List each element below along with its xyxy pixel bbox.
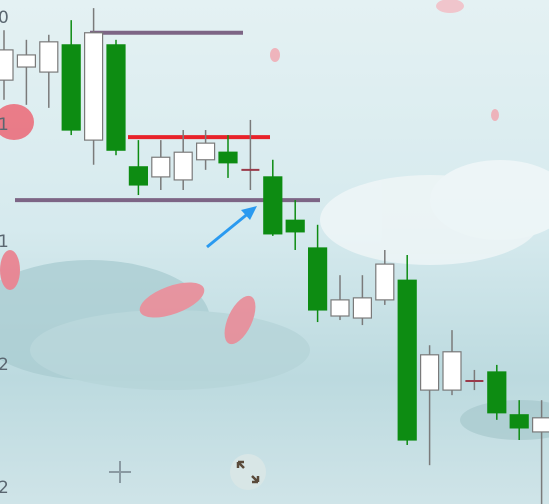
candle-body [308,247,328,311]
scenery [0,0,549,440]
candle-body [285,219,305,233]
candle-body [263,176,283,235]
y-tick-label: 1 [0,115,9,135]
candle-body [61,44,81,131]
candle-body [531,417,549,433]
candle-body [442,351,462,391]
candle-body [106,44,126,151]
plot: 0 1 1 2 2 [0,8,549,504]
candle-body [196,142,216,161]
candle-body [330,299,350,317]
arrow-head [241,206,257,220]
candle-body [16,54,36,68]
expand-icon[interactable] [230,454,266,490]
candle-body [151,156,171,178]
candle-body [487,371,507,414]
y-tick-label: 0 [0,8,9,28]
candle-body [397,279,417,441]
crosshair-icon[interactable] [109,461,131,483]
candle-body [509,414,529,429]
y-tick-label: 1 [0,232,9,252]
candle-body [218,151,238,164]
candle-body [83,32,104,141]
candle-body [420,354,440,391]
candle-body [39,41,59,73]
candle-body [173,151,193,181]
candle-body [352,297,372,319]
y-tick-label: 2 [0,355,9,375]
candle-body [128,166,148,186]
candle-body [0,49,14,81]
y-tick-label: 2 [0,478,9,498]
arrow [206,210,251,249]
candle-body [375,263,395,301]
